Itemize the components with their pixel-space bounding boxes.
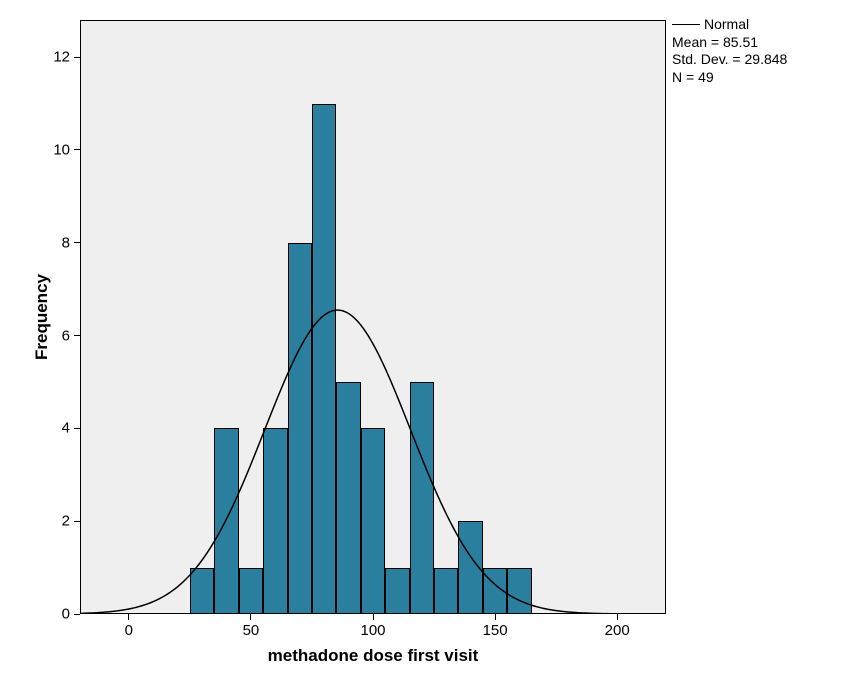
histogram-bar [507,568,531,614]
histogram-bar [361,428,385,614]
y-tick-label: 0 [62,606,70,623]
y-tick [74,242,80,243]
x-tick-label: 200 [605,622,630,639]
histogram-bar [239,568,263,614]
y-tick [74,428,80,429]
legend-n-label: N = 49 [672,69,787,87]
histogram-bar [190,568,214,614]
y-tick [74,57,80,58]
legend-normal-label: Normal [704,16,749,34]
histogram-bar [288,243,312,614]
y-tick [74,149,80,150]
x-tick [495,614,496,620]
y-tick [74,614,80,615]
histogram-bar [312,104,336,614]
x-tick [617,614,618,620]
y-tick-label: 6 [62,327,70,344]
histogram-bar [214,428,238,614]
histogram-bar [410,382,434,614]
x-tick [373,614,374,620]
x-tick [128,614,129,620]
x-tick-label: 100 [360,622,385,639]
histogram-bar [458,521,482,614]
y-tick-label: 4 [62,420,70,437]
line-swatch-icon [672,24,700,25]
y-tick-label: 8 [62,234,70,251]
y-tick-label: 10 [53,141,70,158]
y-tick-label: 12 [53,49,70,66]
x-tick [250,614,251,620]
x-axis-title: methadone dose first visit [268,646,479,666]
histogram-bar [434,568,458,614]
x-tick-label: 50 [243,622,260,639]
x-tick-label: 150 [483,622,508,639]
y-tick-label: 2 [62,513,70,530]
histogram-bar [263,428,287,614]
legend: Normal Mean = 85.51 Std. Dev. = 29.848 N… [672,16,787,86]
histogram-bar [483,568,507,614]
y-tick [74,521,80,522]
y-tick [74,335,80,336]
legend-sd-label: Std. Dev. = 29.848 [672,51,787,69]
legend-mean-label: Mean = 85.51 [672,34,787,52]
histogram-bar [336,382,360,614]
y-axis-title: Frequency [32,274,52,360]
histogram-bar [385,568,409,614]
legend-item-normal: Normal [672,16,787,34]
x-tick-label: 0 [125,622,133,639]
